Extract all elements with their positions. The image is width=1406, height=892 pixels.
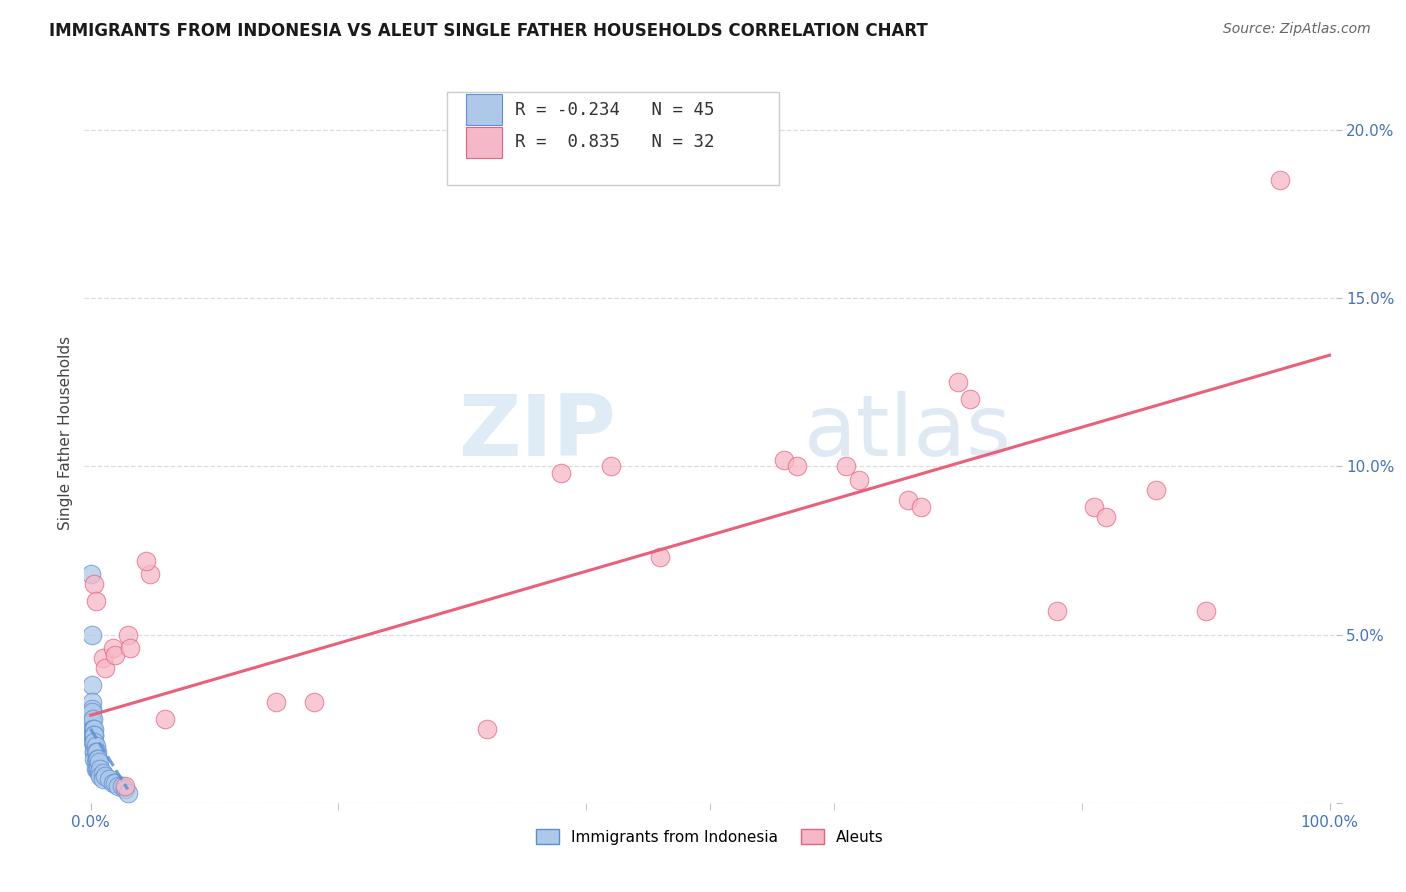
Point bbox=[135, 553, 157, 567]
Point bbox=[82, 729, 104, 743]
Point bbox=[84, 762, 107, 776]
Point bbox=[87, 752, 110, 766]
Point bbox=[959, 392, 981, 406]
Point bbox=[848, 473, 870, 487]
Point bbox=[835, 459, 858, 474]
Point bbox=[1095, 509, 1118, 524]
Point bbox=[80, 678, 103, 692]
Point bbox=[87, 762, 110, 776]
Point bbox=[80, 701, 103, 715]
Point bbox=[153, 712, 176, 726]
Point bbox=[84, 739, 107, 753]
Point bbox=[84, 594, 107, 608]
Point bbox=[104, 775, 127, 789]
Point bbox=[82, 735, 104, 749]
Point bbox=[1268, 173, 1291, 187]
Text: ZIP: ZIP bbox=[458, 391, 616, 475]
Point bbox=[946, 375, 969, 389]
Point bbox=[98, 772, 121, 787]
Point bbox=[83, 745, 105, 759]
Point bbox=[114, 782, 136, 797]
Point bbox=[117, 627, 139, 641]
Point bbox=[302, 695, 325, 709]
Point bbox=[84, 745, 107, 759]
Point bbox=[1194, 604, 1216, 618]
Text: atlas: atlas bbox=[804, 391, 1012, 475]
Point bbox=[82, 729, 104, 743]
Text: R = -0.234   N = 45: R = -0.234 N = 45 bbox=[515, 101, 714, 119]
Point bbox=[89, 756, 111, 770]
Point bbox=[1144, 483, 1167, 497]
Text: IMMIGRANTS FROM INDONESIA VS ALEUT SINGLE FATHER HOUSEHOLDS CORRELATION CHART: IMMIGRANTS FROM INDONESIA VS ALEUT SINGL… bbox=[49, 22, 928, 40]
Point bbox=[897, 492, 920, 507]
Point bbox=[86, 745, 108, 759]
Point bbox=[1083, 500, 1105, 514]
Point bbox=[600, 459, 623, 474]
Point bbox=[107, 779, 129, 793]
Point bbox=[82, 722, 104, 736]
Point bbox=[83, 739, 105, 753]
Point bbox=[91, 651, 114, 665]
Point bbox=[114, 779, 136, 793]
Point bbox=[82, 712, 104, 726]
Point bbox=[83, 722, 105, 736]
Point bbox=[80, 566, 103, 581]
Point bbox=[94, 769, 117, 783]
Point bbox=[80, 695, 103, 709]
Point bbox=[83, 577, 105, 591]
Point bbox=[89, 765, 111, 780]
Point bbox=[773, 452, 796, 467]
Point bbox=[266, 695, 288, 709]
Point bbox=[120, 640, 142, 655]
FancyBboxPatch shape bbox=[465, 127, 502, 158]
Point bbox=[786, 459, 808, 474]
Y-axis label: Single Father Households: Single Father Households bbox=[58, 335, 73, 530]
Point bbox=[1046, 604, 1069, 618]
Point bbox=[910, 500, 932, 514]
Point bbox=[104, 648, 127, 662]
Point bbox=[84, 756, 107, 770]
Point bbox=[475, 722, 498, 736]
Point bbox=[86, 752, 108, 766]
Point bbox=[550, 466, 572, 480]
Point bbox=[94, 661, 117, 675]
Point bbox=[83, 752, 105, 766]
Point bbox=[80, 627, 103, 641]
Text: R =  0.835   N = 32: R = 0.835 N = 32 bbox=[515, 134, 714, 152]
Point bbox=[83, 735, 105, 749]
Point bbox=[139, 566, 162, 581]
Point bbox=[110, 779, 132, 793]
Point bbox=[86, 762, 108, 776]
Point bbox=[80, 712, 103, 726]
Point bbox=[83, 729, 105, 743]
Point bbox=[91, 772, 114, 787]
Point bbox=[82, 722, 104, 736]
Point bbox=[650, 550, 672, 565]
Legend: Immigrants from Indonesia, Aleuts: Immigrants from Indonesia, Aleuts bbox=[530, 822, 890, 851]
Point bbox=[83, 745, 105, 759]
Point bbox=[89, 769, 111, 783]
FancyBboxPatch shape bbox=[465, 95, 502, 126]
Point bbox=[82, 705, 104, 719]
Point bbox=[117, 786, 139, 800]
Point bbox=[82, 714, 104, 729]
FancyBboxPatch shape bbox=[447, 92, 779, 185]
Point bbox=[101, 640, 124, 655]
Point bbox=[101, 775, 124, 789]
Point bbox=[91, 765, 114, 780]
Point bbox=[83, 729, 105, 743]
Text: Source: ZipAtlas.com: Source: ZipAtlas.com bbox=[1223, 22, 1371, 37]
Point bbox=[89, 762, 111, 776]
